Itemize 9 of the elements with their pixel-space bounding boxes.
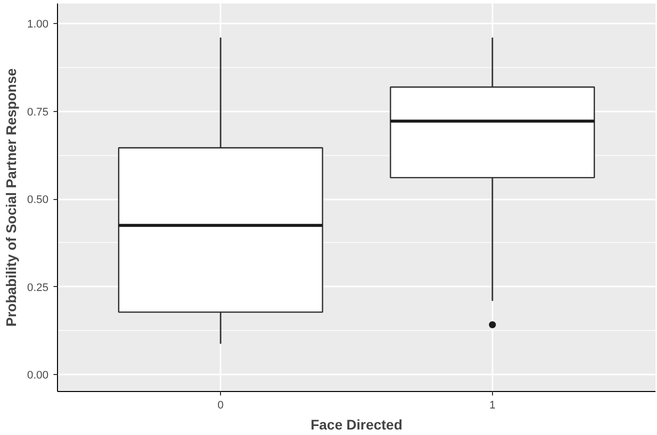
y-tick-label: 0.00: [27, 370, 49, 382]
y-tick-label: 1.00: [27, 18, 49, 31]
x-axis-title: Face Directed: [310, 416, 402, 432]
x-tick-label: 0: [218, 400, 224, 412]
y-tick-label: 0.75: [27, 106, 49, 118]
y-axis-title: Probability of Social Partner Response: [3, 68, 20, 327]
x-tick-label: 1: [489, 400, 496, 412]
y-tick-label: 0.50: [27, 194, 49, 206]
y-tick-label: 0.25: [27, 282, 49, 294]
